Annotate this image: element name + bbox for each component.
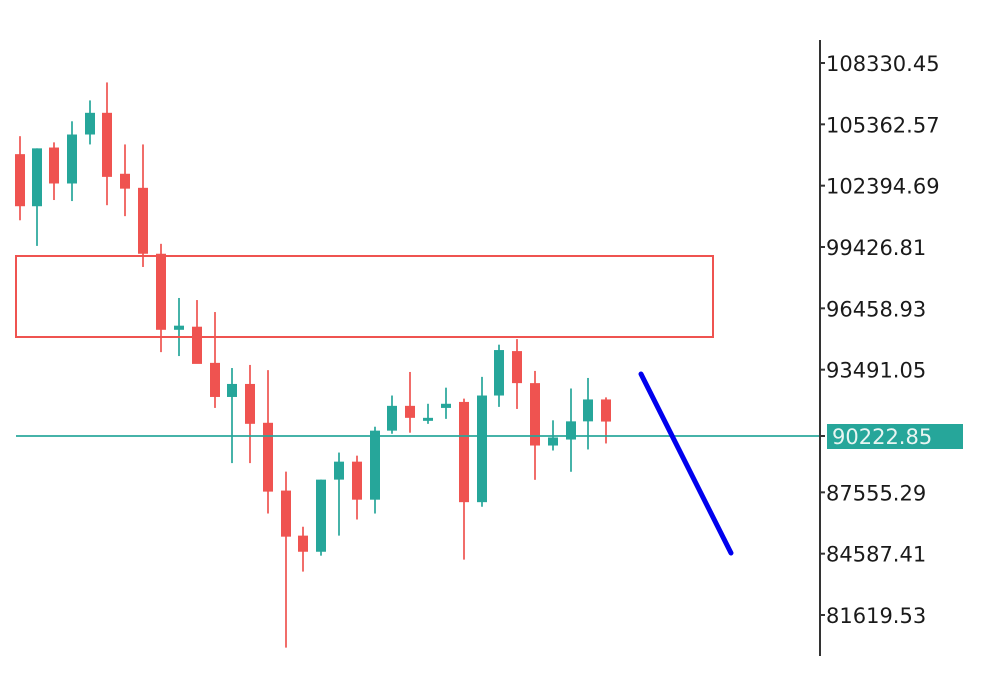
price-badge-text: 90222.85 — [832, 425, 932, 449]
candle-body — [192, 326, 202, 364]
candle-body — [423, 417, 433, 421]
candle-body — [459, 401, 469, 503]
candle[interactable] — [512, 339, 522, 409]
candle-body — [263, 422, 273, 492]
candle-body — [120, 173, 130, 189]
candle[interactable] — [67, 121, 77, 202]
candle[interactable] — [138, 144, 148, 267]
candle[interactable] — [174, 297, 184, 357]
candle-body — [405, 405, 415, 418]
candle[interactable] — [298, 526, 308, 572]
current-price-badge: 90222.85 — [820, 424, 963, 449]
candle-body — [601, 399, 611, 422]
candle[interactable] — [387, 395, 397, 434]
candle-body — [530, 383, 540, 446]
candle[interactable] — [477, 376, 487, 507]
candle[interactable] — [423, 403, 433, 424]
candle-body — [245, 383, 255, 424]
candle[interactable] — [210, 312, 220, 408]
candle-body — [441, 403, 451, 408]
candle[interactable] — [281, 471, 291, 648]
candle[interactable] — [245, 364, 255, 464]
candle-body — [32, 148, 42, 207]
candle-body — [316, 479, 326, 552]
candle[interactable] — [120, 144, 130, 217]
candle-body — [210, 362, 220, 397]
candle[interactable] — [15, 136, 25, 221]
candle[interactable] — [583, 377, 593, 450]
candle-body — [102, 112, 112, 177]
candle-body — [85, 112, 95, 135]
candle[interactable] — [334, 452, 344, 536]
candle-body — [494, 350, 504, 396]
candle-body — [477, 395, 487, 503]
candle-body — [15, 154, 25, 207]
axis-tick-label: 81619.53 — [826, 604, 926, 628]
candle[interactable] — [263, 370, 273, 514]
axis-tick-label: 102394.69 — [826, 175, 940, 199]
candle-body — [370, 430, 380, 500]
price-badge-bg — [827, 424, 963, 449]
candle[interactable] — [49, 142, 59, 201]
zone-border — [15, 255, 714, 338]
candle[interactable] — [227, 368, 237, 464]
candle-body — [548, 437, 558, 446]
projection-trendline[interactable] — [638, 371, 734, 556]
candle[interactable] — [530, 370, 540, 480]
axis-tick-label: 87555.29 — [826, 481, 926, 505]
axis-tick-label: 84587.41 — [826, 543, 926, 567]
candle-body — [138, 187, 148, 254]
candle[interactable] — [441, 387, 451, 419]
price-axis[interactable]: 108330.45 105362.57 102394.69 99426.81 96458… — [819, 40, 940, 656]
candle-body — [512, 351, 522, 384]
candle[interactable] — [156, 243, 166, 353]
candle-body — [67, 134, 77, 184]
candle-body — [352, 461, 362, 500]
candle-body — [174, 325, 184, 330]
axis-tick-label: 108330.45 — [826, 52, 940, 76]
candle[interactable] — [32, 148, 42, 246]
candle[interactable] — [494, 344, 504, 407]
candle[interactable] — [352, 455, 362, 520]
axis-tick-label: 105362.57 — [826, 113, 940, 137]
candle[interactable] — [192, 300, 202, 364]
candle-body — [298, 535, 308, 552]
candle[interactable] — [459, 398, 469, 560]
candle-body — [281, 490, 291, 537]
candle-body — [156, 253, 166, 330]
candle-body — [566, 421, 576, 440]
candle-body — [49, 147, 59, 184]
supply-zone-rectangle[interactable] — [15, 255, 714, 338]
candle[interactable] — [85, 100, 95, 145]
candle[interactable] — [102, 82, 112, 206]
candle-body — [583, 399, 593, 422]
candle-body — [227, 383, 237, 397]
candle-body — [387, 405, 397, 431]
candle-body — [334, 461, 344, 480]
axis-tick-label: 96458.93 — [826, 297, 926, 321]
axis-tick-label: 99426.81 — [826, 236, 926, 260]
axis-tick-label: 93491.05 — [826, 359, 926, 383]
candle[interactable] — [566, 388, 576, 472]
candle[interactable] — [316, 479, 326, 556]
trendline-segment — [638, 371, 734, 556]
candle[interactable] — [370, 426, 380, 514]
candles-layer — [15, 82, 611, 648]
candle[interactable] — [405, 371, 415, 433]
